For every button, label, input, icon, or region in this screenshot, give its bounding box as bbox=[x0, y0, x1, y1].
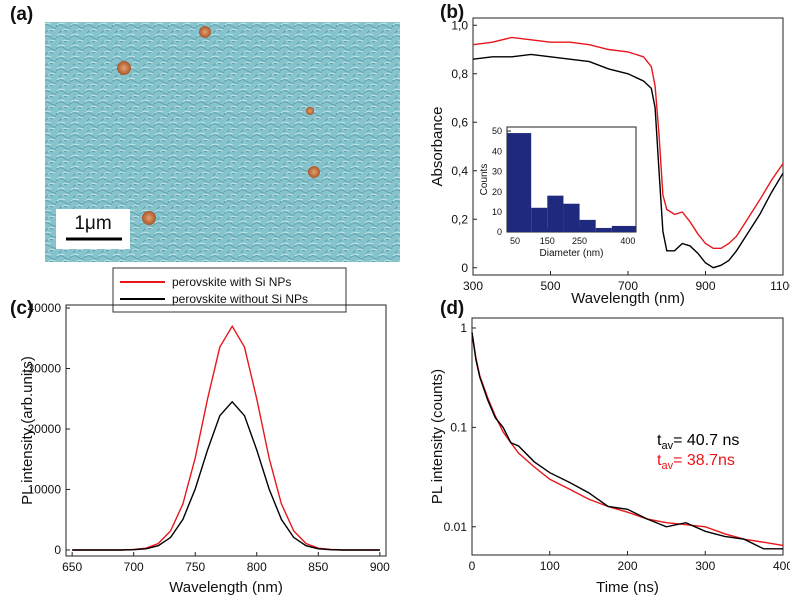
x-tick-label: 650 bbox=[62, 560, 82, 574]
y-tick-label: 20 bbox=[492, 187, 502, 197]
series-line bbox=[72, 400, 380, 551]
series-line bbox=[471, 332, 783, 550]
y-tick-label: 1 bbox=[460, 321, 467, 335]
x-tick-label: 100 bbox=[540, 559, 560, 573]
x-tick-label: 800 bbox=[247, 560, 267, 574]
x-tick-label: 700 bbox=[124, 560, 144, 574]
y-tick-label: 50 bbox=[492, 126, 502, 136]
annotation-subscript: av bbox=[661, 440, 673, 452]
y-tick-label: 0,6 bbox=[451, 115, 468, 129]
x-tick-label: 50 bbox=[510, 236, 520, 246]
y-tick-label: 40000 bbox=[28, 301, 62, 315]
x-tick-label: 500 bbox=[540, 279, 560, 293]
x-tick-label: 750 bbox=[185, 560, 205, 574]
y-axis-label: Absorbance bbox=[429, 106, 446, 186]
annotation: tav= 38.7ns bbox=[657, 452, 735, 472]
panel-label: (d) bbox=[440, 298, 464, 319]
series-line bbox=[472, 53, 784, 269]
x-tick-label: 300 bbox=[695, 559, 715, 573]
y-axis-label: Counts bbox=[479, 164, 490, 196]
y-tick-label: 0,8 bbox=[451, 67, 468, 81]
histogram-bar bbox=[531, 207, 548, 232]
annotation-symbol: t bbox=[657, 432, 662, 449]
x-tick-label: 400 bbox=[620, 236, 635, 246]
legend-label: perovskite with Si NPs bbox=[172, 275, 291, 289]
x-tick-label: 200 bbox=[617, 559, 637, 573]
y-tick-label: 0,2 bbox=[451, 212, 468, 226]
histogram-bar bbox=[507, 133, 532, 232]
y-axis-label: PL intensity (arb.units) bbox=[19, 356, 36, 505]
x-axis-label: Wavelength (nm) bbox=[169, 579, 283, 596]
sem-image: 1μm bbox=[45, 22, 400, 262]
y-tick-label: 10000 bbox=[28, 483, 62, 497]
nanoparticle bbox=[199, 26, 211, 38]
histogram-bar bbox=[547, 195, 564, 232]
x-tick-label: 850 bbox=[308, 560, 328, 574]
scale-bar-label: 1μm bbox=[74, 213, 111, 234]
x-tick-label: 400 bbox=[773, 559, 790, 573]
y-tick-label: 10 bbox=[492, 207, 502, 217]
chart-panel: 50 150 250 400 0 10 20 30 40 50 Diameter (nm) Count… bbox=[479, 126, 637, 259]
chart-panel: 0 100 200 300 400 0.01 0.1 1 Time (ns) PL intensi… bbox=[429, 298, 790, 596]
annotation-symbol: t bbox=[657, 452, 662, 469]
x-tick-label: 900 bbox=[370, 560, 390, 574]
series-line bbox=[72, 324, 380, 551]
y-axis-label: PL intensity (counts) bbox=[429, 369, 446, 504]
x-tick-label: 0 bbox=[469, 559, 476, 573]
y-tick-label: 1,0 bbox=[451, 18, 468, 32]
x-tick-label: 150 bbox=[540, 236, 555, 246]
y-tick-label: 40 bbox=[492, 146, 502, 156]
histogram-bar bbox=[563, 203, 580, 232]
legend-label: perovskite without Si NPs bbox=[172, 292, 308, 306]
x-tick-label: 900 bbox=[695, 279, 715, 293]
y-tick-label: 30 bbox=[492, 167, 502, 177]
y-tick-label: 0,4 bbox=[451, 164, 468, 178]
y-tick-label: 0.1 bbox=[450, 421, 467, 435]
nanoparticle bbox=[306, 107, 314, 115]
y-tick-label: 0 bbox=[54, 543, 61, 557]
chart-panel: 300500700900110000,20,40,60,81,0Waveleng… bbox=[429, 2, 790, 307]
panel-label: (c) bbox=[10, 298, 33, 319]
scale-bar-box bbox=[56, 209, 130, 249]
y-tick-label: 20000 bbox=[28, 422, 62, 436]
annotation-text: = 40.7 ns bbox=[673, 432, 739, 449]
panel-label: (b) bbox=[440, 2, 464, 23]
histogram-bar bbox=[611, 225, 636, 232]
panel-label: (a) bbox=[10, 4, 33, 25]
x-tick-label: 250 bbox=[572, 236, 587, 246]
series-line bbox=[471, 332, 784, 547]
y-tick-label: 30000 bbox=[28, 362, 62, 376]
annotation: tav= 40.7 ns bbox=[657, 432, 739, 452]
annotation-subscript: av bbox=[661, 460, 673, 472]
x-axis-label: Wavelength (nm) bbox=[571, 290, 685, 307]
nanoparticle bbox=[308, 166, 320, 178]
histogram-bar bbox=[595, 227, 612, 232]
y-tick-label: 0 bbox=[497, 227, 502, 237]
annotation-text: = 38.7ns bbox=[673, 452, 735, 469]
series-line bbox=[472, 36, 784, 249]
y-tick-label: 0 bbox=[461, 261, 468, 275]
nanoparticle bbox=[117, 61, 131, 75]
x-axis-label: Time (ns) bbox=[596, 579, 659, 596]
x-tick-label: 700 bbox=[618, 279, 638, 293]
chart-panel: 650 700 750 800 850 900 0 10000 20000 30000 40000 W… bbox=[10, 298, 390, 596]
nanoparticle bbox=[142, 211, 156, 225]
y-tick-label: 0.01 bbox=[444, 520, 468, 534]
x-tick-label: 300 bbox=[463, 279, 483, 293]
histogram-bar bbox=[579, 219, 596, 232]
x-axis-label: Diameter (nm) bbox=[540, 248, 604, 259]
plot-frame bbox=[65, 304, 387, 557]
